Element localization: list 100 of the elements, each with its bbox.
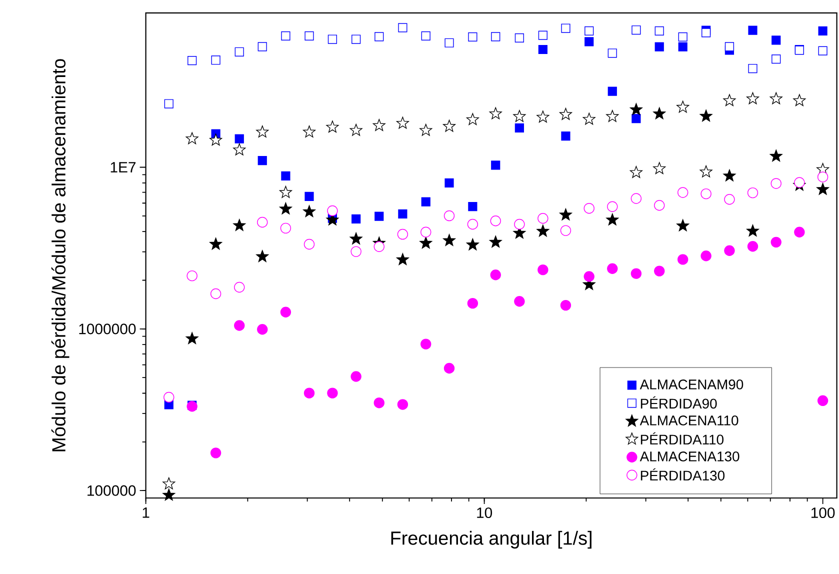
y-tick-label: 1000000 — [79, 324, 136, 334]
point — [468, 202, 478, 212]
point — [489, 107, 502, 120]
point — [304, 192, 314, 201]
point — [560, 300, 572, 311]
point — [233, 218, 246, 231]
point — [818, 26, 828, 36]
point — [491, 160, 500, 170]
point — [513, 110, 526, 122]
point — [421, 197, 430, 206]
point — [489, 236, 502, 248]
point — [538, 264, 548, 276]
point — [536, 224, 550, 237]
y-tick-label: 100000 — [88, 485, 136, 496]
x-tick-label: 10 — [477, 507, 492, 518]
point — [303, 126, 316, 138]
x-tick-label: 1 — [142, 507, 150, 518]
point — [210, 134, 222, 146]
point — [374, 241, 384, 252]
point — [304, 388, 315, 398]
point — [281, 171, 290, 180]
point — [606, 213, 619, 226]
point — [607, 263, 618, 274]
point — [210, 238, 222, 250]
point — [538, 44, 548, 54]
point — [536, 110, 550, 123]
point — [397, 399, 408, 410]
point — [420, 338, 432, 350]
point — [747, 241, 758, 252]
point — [162, 488, 176, 501]
point — [723, 94, 736, 106]
point — [327, 205, 338, 216]
point — [676, 100, 690, 113]
point — [584, 37, 594, 46]
legend-label: ALMACENA110 — [640, 416, 738, 426]
point — [444, 178, 454, 188]
point — [770, 236, 782, 248]
point — [677, 254, 688, 265]
point — [164, 392, 174, 403]
point — [186, 132, 198, 144]
legend-label: ALMACENA130 — [640, 452, 740, 462]
point — [584, 271, 594, 282]
point — [396, 116, 409, 129]
point — [327, 388, 338, 398]
point — [233, 143, 246, 156]
point — [678, 42, 688, 52]
point — [420, 236, 432, 249]
point — [700, 165, 712, 178]
point — [162, 477, 176, 490]
point — [700, 250, 712, 262]
legend-label: PÉRDIDA90 — [640, 396, 717, 409]
point — [256, 126, 269, 138]
point — [793, 94, 806, 106]
point — [279, 186, 292, 198]
point — [234, 320, 245, 331]
legend-label: ALMACENAM90 — [640, 380, 744, 390]
point — [772, 36, 781, 45]
point — [608, 86, 617, 96]
point — [653, 162, 666, 174]
point — [444, 362, 455, 374]
point — [466, 238, 479, 250]
point — [350, 371, 362, 382]
point — [630, 268, 642, 279]
point — [352, 214, 361, 224]
point — [372, 119, 386, 131]
point — [794, 177, 805, 188]
point — [724, 245, 735, 256]
point — [702, 28, 711, 38]
point — [816, 182, 830, 195]
point — [723, 169, 736, 182]
point — [700, 110, 712, 122]
point — [374, 212, 384, 221]
point — [770, 92, 782, 104]
point — [582, 112, 596, 125]
legend-label: PÉRDIDA110 — [640, 432, 724, 445]
point — [746, 92, 759, 104]
x-axis-title: Frecuencia angular [1/s] — [391, 530, 592, 549]
point — [490, 270, 501, 280]
point — [606, 110, 619, 122]
point — [514, 123, 524, 133]
y-tick-label: 1E7 — [110, 162, 136, 172]
point — [186, 332, 198, 344]
point — [654, 266, 665, 276]
point — [561, 131, 570, 141]
point — [396, 253, 409, 266]
point — [258, 156, 267, 166]
x-tick-label: 100 — [811, 507, 835, 518]
point — [374, 397, 384, 408]
point — [559, 208, 572, 220]
point — [210, 448, 222, 458]
point — [443, 234, 456, 246]
point — [420, 124, 432, 136]
point — [303, 205, 316, 218]
point — [724, 42, 734, 52]
legend-label: PÉRDIDA130 — [640, 468, 725, 481]
point — [632, 114, 641, 124]
point — [280, 306, 292, 318]
point — [653, 107, 666, 120]
y-axis-title: Módulo de pérdida/Módulo de almacenamiento — [51, 59, 70, 452]
point — [326, 120, 339, 133]
